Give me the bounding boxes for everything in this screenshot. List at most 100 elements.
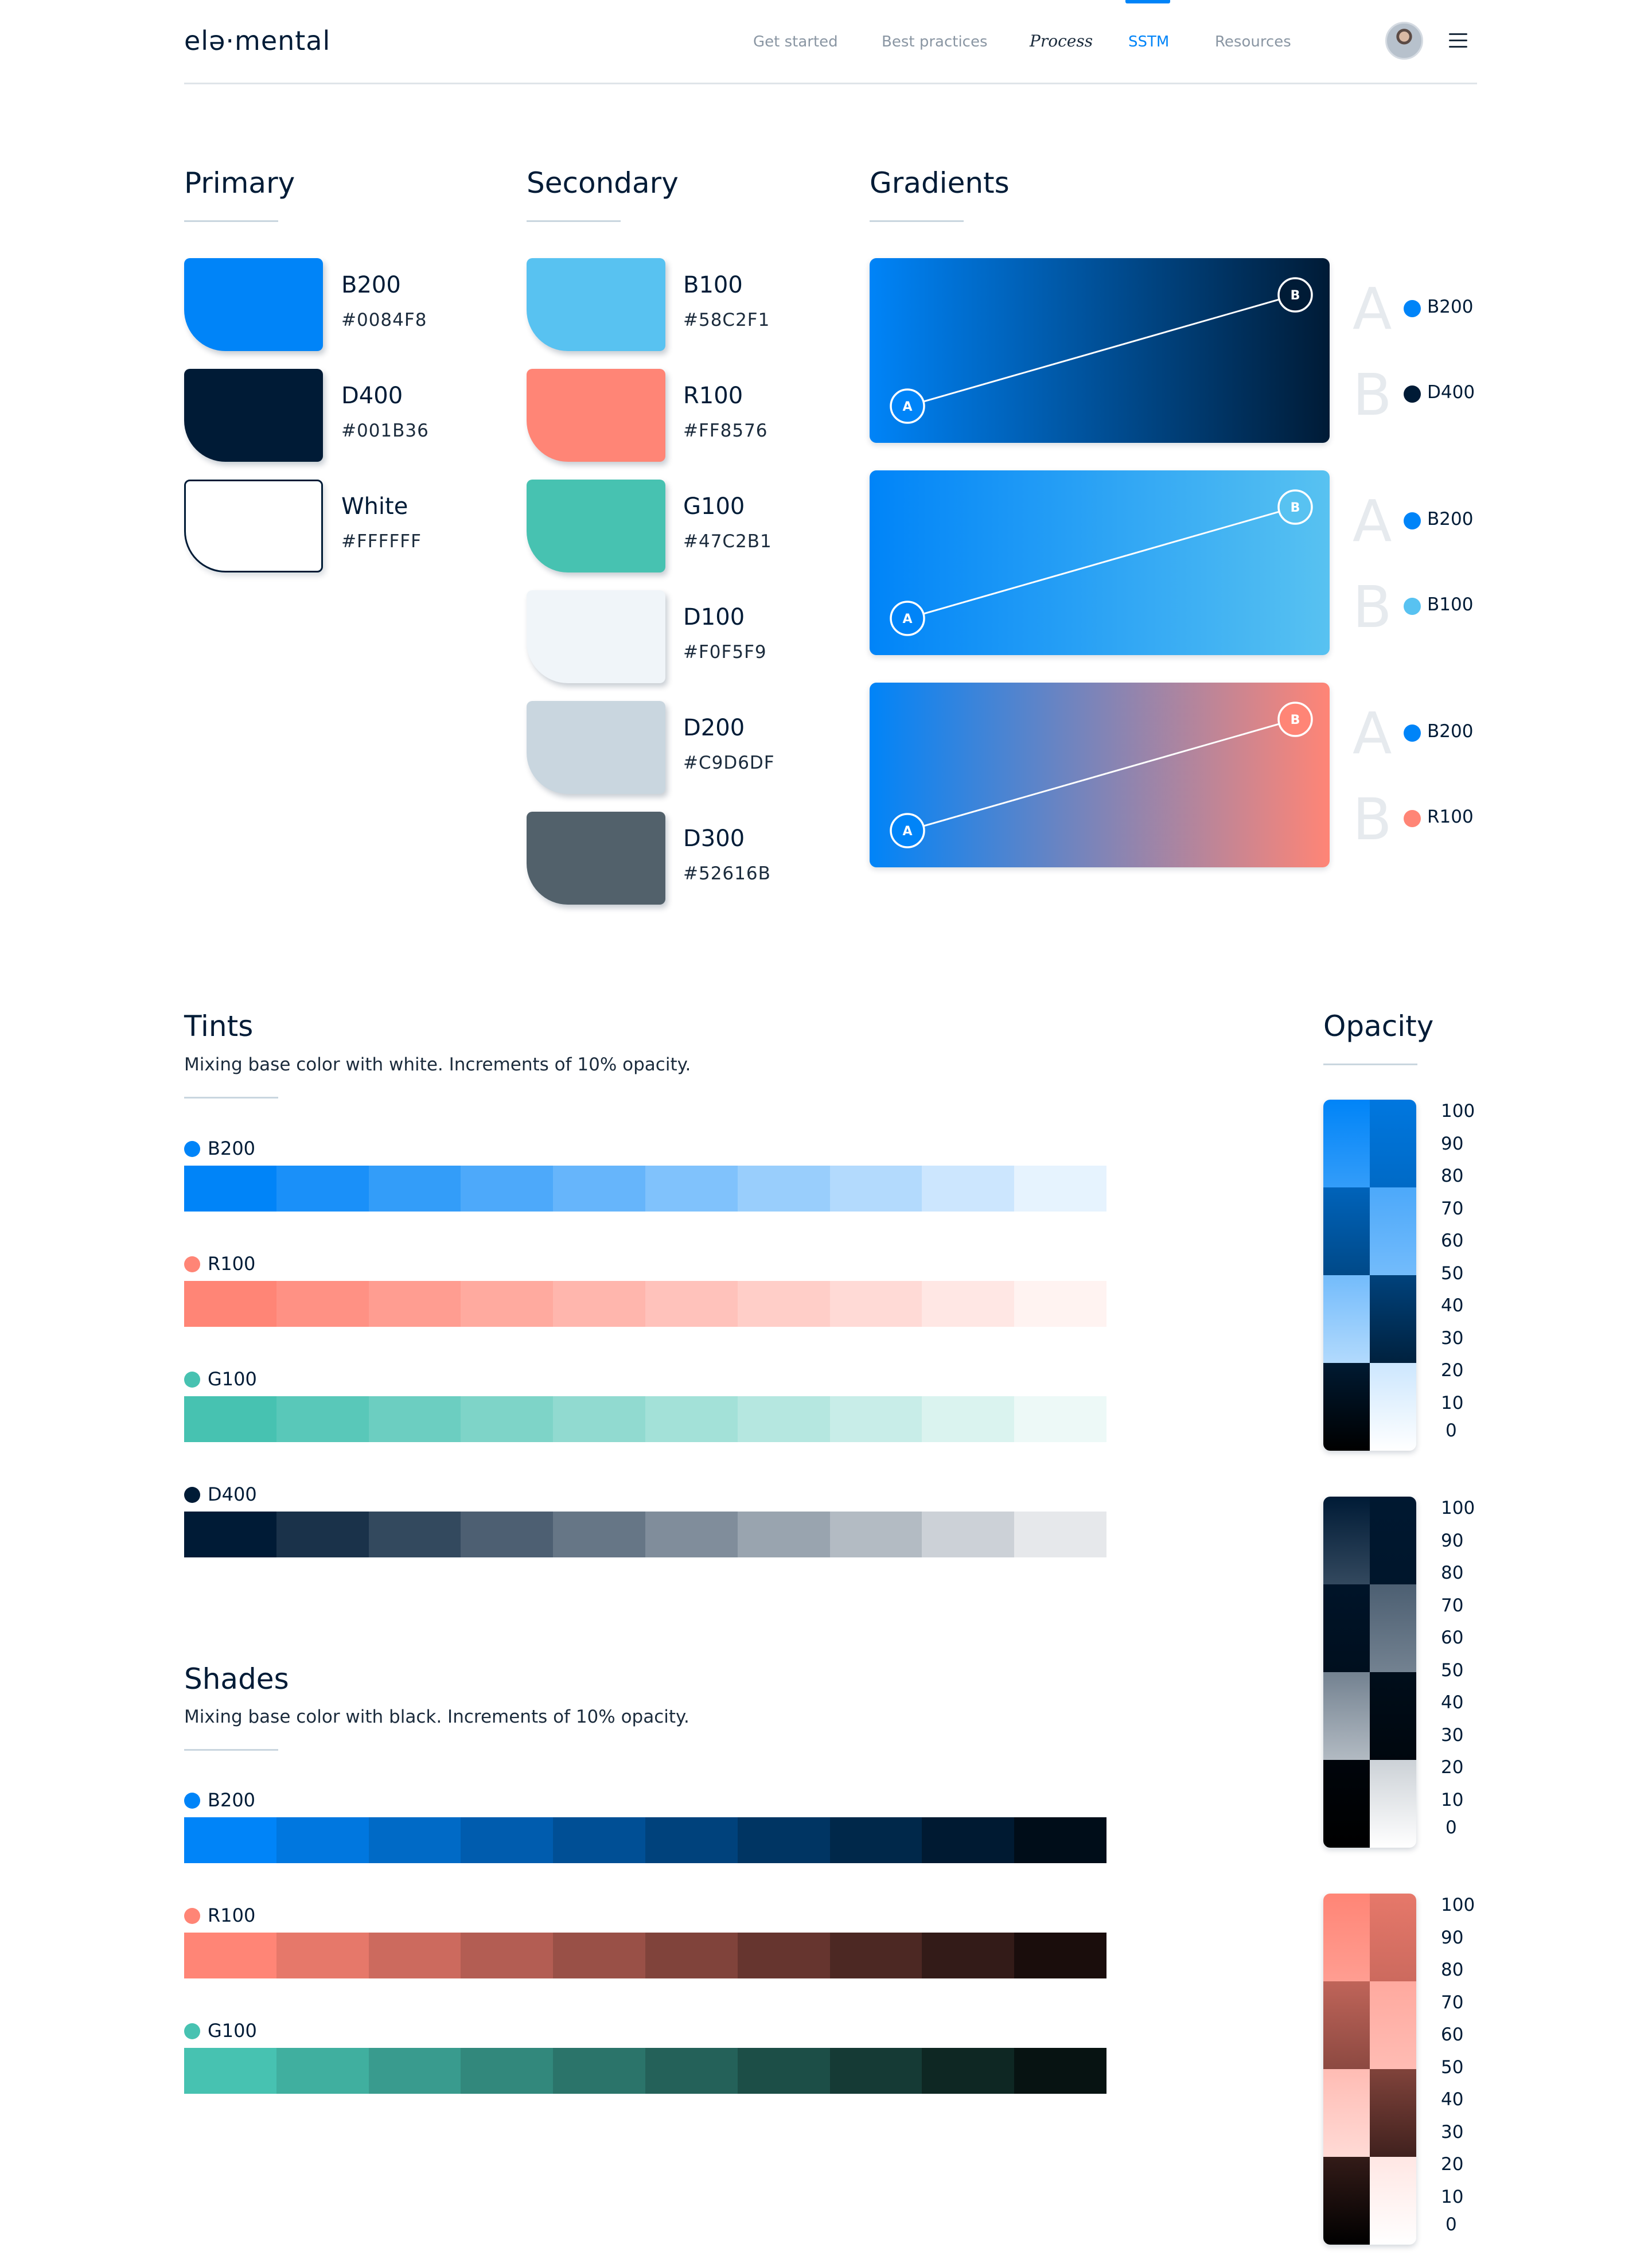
opacity-panel[interactable] — [1323, 1497, 1416, 1848]
strip-step[interactable] — [553, 1933, 645, 1978]
strip-step[interactable] — [461, 1817, 554, 1863]
strip-step[interactable] — [368, 1166, 461, 1212]
strip-step[interactable] — [276, 2048, 369, 2094]
strip-step[interactable] — [461, 1512, 554, 1557]
gradient-point-b-handle[interactable] — [1277, 277, 1313, 313]
strip-step[interactable] — [829, 1817, 922, 1863]
strip-step[interactable] — [645, 1512, 738, 1557]
strip-step[interactable] — [276, 1396, 369, 1442]
strip-step[interactable] — [645, 1933, 738, 1978]
strip-step[interactable] — [461, 1281, 554, 1327]
strip-step[interactable] — [1014, 1281, 1106, 1327]
strip-step[interactable] — [737, 1512, 830, 1557]
strip-step[interactable] — [184, 1933, 276, 1978]
gradient-point-a-handle[interactable] — [890, 388, 925, 424]
strip-step[interactable] — [1014, 1933, 1106, 1978]
strip-step[interactable] — [184, 1396, 276, 1442]
strip-step[interactable] — [645, 1396, 738, 1442]
nav-process[interactable]: Process — [1030, 32, 1093, 50]
strip-step[interactable] — [276, 1933, 369, 1978]
strip-step[interactable] — [829, 1933, 922, 1978]
strip-step[interactable] — [276, 1817, 369, 1863]
strip-step[interactable] — [368, 1281, 461, 1327]
strip-step[interactable] — [1014, 2048, 1106, 2094]
strip-step[interactable] — [829, 1512, 922, 1557]
strip-step[interactable] — [737, 1933, 830, 1978]
strip-step[interactable] — [922, 1281, 1015, 1327]
strip-step[interactable] — [461, 2048, 554, 2094]
nav-sstm[interactable]: SSTM — [1128, 33, 1170, 50]
strip-step[interactable] — [368, 1512, 461, 1557]
strip-step[interactable] — [737, 2048, 830, 2094]
strip-step[interactable] — [184, 1166, 276, 1212]
strip-step[interactable] — [645, 2048, 738, 2094]
strip-step[interactable] — [461, 1166, 554, 1212]
strip-step[interactable] — [1014, 1166, 1106, 1212]
strip-step[interactable] — [553, 1281, 645, 1327]
strip-step[interactable] — [1014, 1817, 1106, 1863]
strip-step[interactable] — [368, 1933, 461, 1978]
strip-step[interactable] — [461, 1396, 554, 1442]
strip-step[interactable] — [922, 1396, 1015, 1442]
swatch-white[interactable] — [184, 480, 323, 572]
strip-step[interactable] — [1014, 1396, 1106, 1442]
strip-step[interactable] — [645, 1166, 738, 1212]
strip-step[interactable] — [553, 1512, 645, 1557]
strip-step[interactable] — [829, 1166, 922, 1212]
gradient-point-a-handle[interactable] — [890, 601, 925, 636]
swatch-d400[interactable] — [184, 369, 323, 462]
strip-step[interactable] — [184, 1512, 276, 1557]
strip-step[interactable] — [737, 1396, 830, 1442]
logo[interactable]: elə·mental — [184, 25, 331, 56]
strip-step[interactable] — [922, 1166, 1015, 1212]
strip-step[interactable] — [553, 1396, 645, 1442]
nav-resources[interactable]: Resources — [1215, 33, 1291, 50]
strip-step[interactable] — [276, 1166, 369, 1212]
strip-step[interactable] — [737, 1817, 830, 1863]
opacity-cell — [1323, 2157, 1370, 2245]
strip-step[interactable] — [553, 1166, 645, 1212]
opacity-panel[interactable] — [1323, 1100, 1416, 1451]
nav-best-practices[interactable]: Best practices — [882, 33, 988, 50]
nav-get-started[interactable]: Get started — [753, 33, 838, 50]
strip-step[interactable] — [922, 2048, 1015, 2094]
strip-step[interactable] — [184, 1817, 276, 1863]
strip-step[interactable] — [645, 1281, 738, 1327]
swatch-b200[interactable] — [184, 258, 323, 351]
strip-step[interactable] — [737, 1281, 830, 1327]
strip-step[interactable] — [645, 1817, 738, 1863]
strip-step[interactable] — [368, 2048, 461, 2094]
gradient-point-a-handle[interactable] — [890, 813, 925, 848]
strip-step[interactable] — [184, 1281, 276, 1327]
strip-step[interactable] — [922, 1817, 1015, 1863]
strip-step[interactable] — [1014, 1512, 1106, 1557]
strip-step[interactable] — [553, 2048, 645, 2094]
strip-step[interactable] — [553, 1817, 645, 1863]
swatch-r100[interactable] — [527, 369, 665, 462]
swatch-d300[interactable] — [527, 812, 665, 905]
avatar[interactable] — [1385, 22, 1423, 60]
gradient-point-b-handle[interactable] — [1277, 702, 1313, 737]
strip-step[interactable] — [829, 1281, 922, 1327]
strip-step[interactable] — [737, 1166, 830, 1212]
strip-step[interactable] — [829, 2048, 922, 2094]
swatch-b100[interactable] — [527, 258, 665, 351]
opacity-panel[interactable] — [1323, 1894, 1416, 2245]
strip-step[interactable] — [276, 1512, 369, 1557]
strip-step[interactable] — [276, 1281, 369, 1327]
swatch-g100[interactable] — [527, 480, 665, 572]
strip-step[interactable] — [922, 1512, 1015, 1557]
strip-step[interactable] — [368, 1396, 461, 1442]
gradient-point-b-handle[interactable] — [1277, 489, 1313, 525]
strip-step[interactable] — [184, 2048, 276, 2094]
strip-step[interactable] — [829, 1396, 922, 1442]
strip-step[interactable] — [368, 1817, 461, 1863]
strip-step[interactable] — [922, 1933, 1015, 1978]
hamburger-menu-icon[interactable] — [1449, 33, 1467, 48]
swatch-d100[interactable] — [527, 590, 665, 683]
swatch-d200[interactable] — [527, 701, 665, 794]
strip-step[interactable] — [461, 1933, 554, 1978]
